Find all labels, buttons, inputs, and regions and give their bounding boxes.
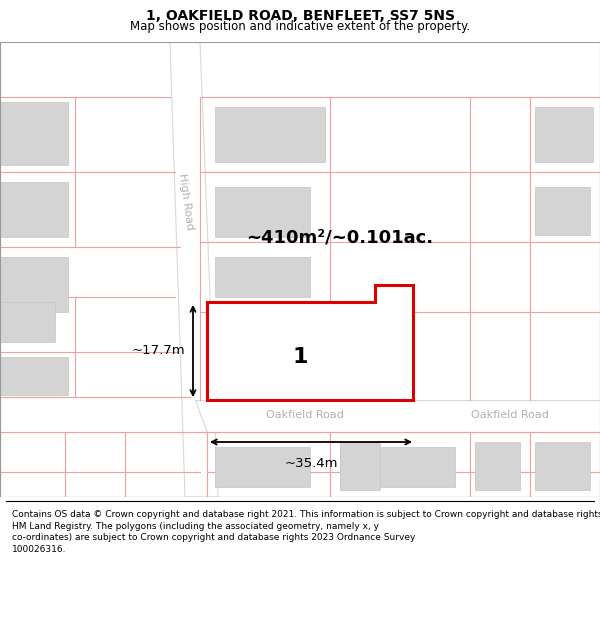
Polygon shape <box>170 42 218 497</box>
Bar <box>215 187 310 237</box>
Text: Contains OS data © Crown copyright and database right 2021. This information is : Contains OS data © Crown copyright and d… <box>12 510 600 554</box>
Bar <box>340 447 455 487</box>
Text: ~17.7m: ~17.7m <box>131 344 185 357</box>
Text: Map shows position and indicative extent of the property.: Map shows position and indicative extent… <box>130 20 470 32</box>
Text: Oakfield Road: Oakfield Road <box>471 410 549 420</box>
Bar <box>0 257 68 312</box>
Bar <box>535 107 593 162</box>
Bar <box>535 442 590 490</box>
Text: ~410m²/~0.101ac.: ~410m²/~0.101ac. <box>247 228 434 246</box>
Bar <box>215 257 310 297</box>
Text: Oakfield Road: Oakfield Road <box>266 410 344 420</box>
Bar <box>535 187 590 235</box>
Bar <box>215 447 310 487</box>
Text: 1: 1 <box>292 347 308 367</box>
Polygon shape <box>207 285 413 400</box>
Text: High Road: High Road <box>177 173 195 231</box>
Bar <box>0 302 55 342</box>
Bar <box>340 442 380 490</box>
Bar <box>0 182 68 237</box>
Polygon shape <box>195 400 600 432</box>
Text: 1, OAKFIELD ROAD, BENFLEET, SS7 5NS: 1, OAKFIELD ROAD, BENFLEET, SS7 5NS <box>146 9 455 23</box>
Text: ~35.4m: ~35.4m <box>284 457 338 470</box>
Bar <box>0 102 68 165</box>
Bar <box>215 107 325 162</box>
Bar <box>0 357 68 395</box>
Bar <box>475 442 520 490</box>
